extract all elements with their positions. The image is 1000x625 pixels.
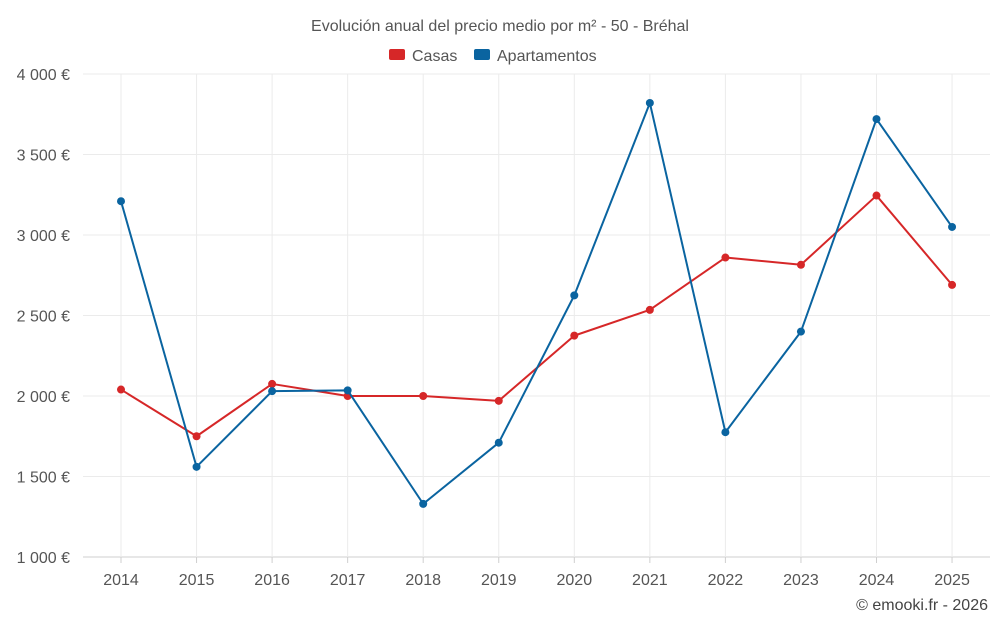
data-point[interactable]: [419, 392, 428, 400]
credit-text: © emooki.fr - 2026: [856, 597, 988, 614]
data-point[interactable]: [494, 438, 503, 447]
data-point[interactable]: [796, 260, 805, 269]
chart-title: Evolución anual del precio medio por m² …: [311, 18, 689, 35]
series-line: [120, 101, 953, 505]
x-tick-label: 2014: [103, 572, 139, 589]
x-axis: 2014 2015 2016 2017 2018 2019 2020 2021 2022 2023…: [103, 557, 970, 589]
y-tick-label: 1 500 €: [17, 470, 70, 487]
data-point[interactable]: [645, 305, 654, 314]
data-point[interactable]: [948, 222, 957, 231]
y-tick-label: 1 000 €: [17, 550, 70, 567]
legend-swatch: [474, 49, 490, 60]
x-tick-label: 2018: [405, 572, 441, 589]
data-point[interactable]: [343, 386, 352, 395]
legend-swatch: [389, 49, 405, 60]
x-tick-label: 2021: [632, 572, 668, 589]
data-point[interactable]: [872, 115, 881, 124]
x-tick-label: 2017: [330, 572, 366, 589]
series-apartamentos: [117, 98, 957, 508]
y-tick-label: 3 500 €: [17, 148, 70, 165]
x-tick-label: 2023: [783, 572, 819, 589]
y-axis: 1 000 € 1 500 € 2 000 € 2 500 € 3 000 € 3 500…: [17, 67, 70, 567]
y-tick-label: 2 000 €: [17, 389, 70, 406]
y-tick-label: 3 000 €: [17, 228, 70, 245]
data-point[interactable]: [948, 280, 957, 289]
data-point[interactable]: [721, 428, 730, 437]
y-tick-label: 4 000 €: [17, 67, 70, 84]
series-group: [117, 98, 957, 508]
data-point[interactable]: [117, 385, 125, 394]
x-tick-label: 2022: [708, 572, 744, 589]
y-tick-label: 2 500 €: [17, 309, 70, 326]
legend-item-casas[interactable]: Casas: [389, 48, 457, 65]
data-point[interactable]: [570, 331, 579, 340]
data-point[interactable]: [419, 499, 428, 508]
x-tick-label: 2025: [934, 572, 970, 589]
x-tick-label: 2020: [557, 572, 593, 589]
data-point[interactable]: [192, 462, 201, 471]
x-tick-label: 2015: [179, 572, 215, 589]
data-point[interactable]: [721, 253, 730, 262]
data-point[interactable]: [645, 98, 654, 107]
data-point[interactable]: [117, 197, 125, 206]
x-tick-label: 2024: [859, 572, 895, 589]
data-point[interactable]: [268, 379, 277, 388]
legend-label: Apartamentos: [497, 48, 597, 65]
legend-item-apartamentos[interactable]: Apartamentos: [474, 48, 597, 65]
data-point[interactable]: [494, 396, 503, 405]
legend-label: Casas: [412, 48, 457, 65]
data-point[interactable]: [268, 387, 277, 396]
data-point[interactable]: [192, 432, 201, 441]
data-point[interactable]: [872, 191, 881, 200]
x-tick-label: 2016: [254, 572, 290, 589]
legend: Casas Apartamentos: [389, 48, 597, 65]
data-point[interactable]: [796, 327, 805, 336]
data-point[interactable]: [570, 291, 579, 300]
x-tick-label: 2019: [481, 572, 517, 589]
grid: [83, 73, 990, 558]
